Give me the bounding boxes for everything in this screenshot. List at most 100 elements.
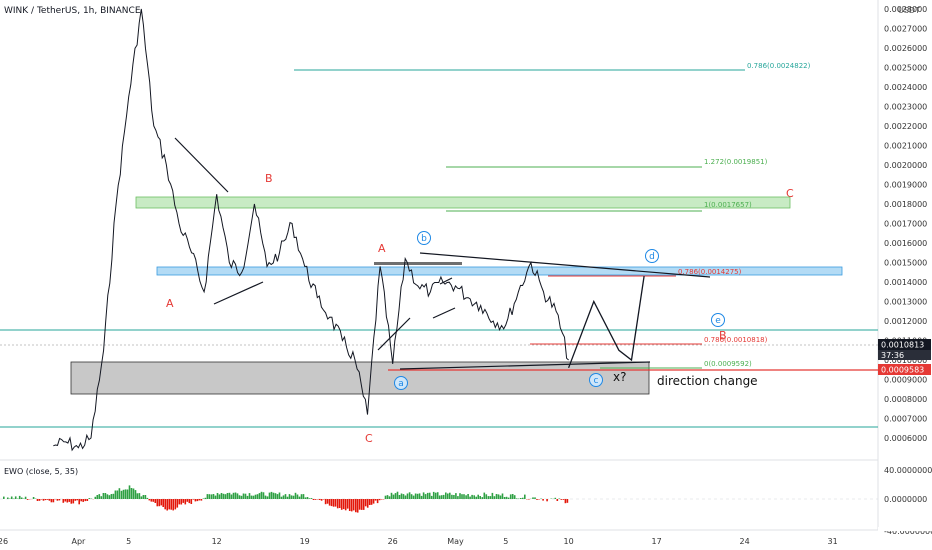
- trendline-3[interactable]: [432, 307, 456, 319]
- ewo-bar: [18, 495, 21, 499]
- ewo-histogram: [3, 485, 569, 513]
- ewo-bar: [388, 496, 391, 499]
- ewo-bar: [10, 496, 13, 499]
- ewo-bar: [246, 495, 249, 499]
- ewo-bar: [302, 494, 305, 499]
- triangle-upper-line[interactable]: [419, 252, 711, 278]
- ewo-bar: [186, 499, 189, 502]
- ewo-bar: [134, 490, 137, 499]
- ewo-bar: [222, 493, 225, 499]
- ewo-bar: [264, 495, 267, 499]
- ewo-bar: [50, 499, 53, 503]
- ewo-bar: [318, 499, 321, 500]
- circle-label-d: d: [645, 249, 659, 263]
- wave-label-c1: C: [365, 432, 373, 445]
- ewo-bar: [118, 488, 121, 499]
- fib-label-1272: 1.272(0.0019851): [704, 158, 768, 166]
- ewo-bar: [44, 499, 47, 501]
- ewo-bar: [426, 492, 429, 499]
- price-tick-label: 0.0027000: [884, 25, 927, 34]
- ewo-bar: [146, 497, 149, 499]
- ewo-tick-top: 40.0000000: [884, 466, 932, 475]
- time-tick-label: 12: [212, 537, 222, 546]
- ewo-bar: [394, 493, 397, 499]
- ewo-bar: [412, 495, 415, 499]
- circle-label-b: b: [417, 231, 431, 245]
- ewo-bar: [190, 499, 193, 504]
- price-tick-label: 0.0013000: [884, 298, 927, 307]
- ewo-bar: [166, 499, 168, 511]
- ewo-bar: [344, 499, 347, 511]
- ewo-bar: [306, 497, 309, 499]
- ewo-bar: [356, 499, 359, 513]
- price-tick-label: 0.0006000: [884, 434, 927, 443]
- circle-label-a: a: [394, 376, 408, 390]
- ewo-bar: [204, 497, 207, 499]
- trendline-2[interactable]: [213, 281, 264, 305]
- ewo-bar: [346, 499, 349, 509]
- ewo-bar: [352, 499, 355, 511]
- time-tick-label: 5: [126, 537, 131, 546]
- ewo-bar: [274, 493, 277, 499]
- ewo-bar: [84, 499, 87, 502]
- svg-text:b: b: [421, 234, 427, 244]
- ewo-bar: [136, 493, 139, 499]
- ewo-bar: [534, 497, 536, 499]
- ewo-bar: [542, 499, 544, 501]
- ewo-bar: [324, 499, 327, 505]
- price-tick-label: 0.0008000: [884, 395, 927, 404]
- trendline-4[interactable]: [439, 277, 453, 285]
- ewo-bar: [210, 494, 213, 499]
- price-tick-label: 0.0022000: [884, 122, 927, 131]
- projection-path[interactable]: [567, 276, 645, 369]
- time-tick-label: 17: [652, 537, 662, 546]
- trendline-5[interactable]: [377, 317, 411, 351]
- ewo-bar: [266, 496, 269, 499]
- ewo-bar: [250, 495, 253, 499]
- ewo-bar: [298, 496, 301, 499]
- ewo-bar: [240, 495, 243, 499]
- ewo-bar: [120, 490, 123, 499]
- price-tick-label: 0.0015000: [884, 259, 927, 268]
- ewo-bar: [532, 497, 534, 499]
- ewo-bar: [258, 493, 261, 499]
- price-axis[interactable]: 0.0028000 0.0027000 0.0026000 0.0025000 0.00…: [884, 5, 927, 443]
- ewo-bar: [76, 499, 78, 501]
- time-axis[interactable]: 26 Apr 5 12 19 26 May 5 10 17 24 31: [0, 537, 838, 546]
- ewo-bar: [314, 499, 317, 500]
- ewo-bar: [300, 494, 303, 499]
- ewo-bar: [536, 499, 538, 500]
- svg-text:a: a: [398, 379, 404, 389]
- price-series-line[interactable]: [53, 8, 569, 452]
- ewo-bar: [398, 495, 401, 499]
- ewo-bar: [112, 493, 115, 499]
- ewo-bar: [499, 495, 502, 499]
- trendline-1[interactable]: [174, 137, 229, 193]
- ewo-bar: [96, 495, 99, 499]
- ewo-tick-zero: 0.0000000: [884, 495, 927, 504]
- ewo-bar: [52, 499, 55, 503]
- ewo-bar: [453, 495, 455, 499]
- ewo-bar: [503, 497, 506, 499]
- currency-label: USDT: [898, 6, 920, 15]
- ewo-bar: [495, 494, 498, 499]
- price-tick-label: 0.0025000: [884, 64, 927, 73]
- zone-bar-dark: [374, 262, 462, 265]
- ewo-bar: [38, 499, 41, 501]
- ewo-bar: [430, 495, 433, 499]
- ewo-bar: [102, 493, 105, 499]
- indicator-label: EWO (close, 5, 35): [4, 467, 78, 476]
- ewo-bar: [130, 488, 133, 499]
- time-tick-label: 31: [828, 537, 838, 546]
- ewo-bar: [558, 498, 561, 499]
- current-price-tag: [878, 339, 931, 350]
- ewo-bar: [178, 499, 181, 505]
- ewo-bar: [26, 499, 29, 500]
- ewo-bar: [328, 499, 331, 506]
- ewo-bar: [475, 496, 477, 499]
- ewo-bar: [256, 494, 259, 499]
- ewo-bar: [424, 494, 427, 499]
- ewo-bar: [110, 494, 113, 499]
- triangle-lower-line[interactable]: [399, 361, 651, 370]
